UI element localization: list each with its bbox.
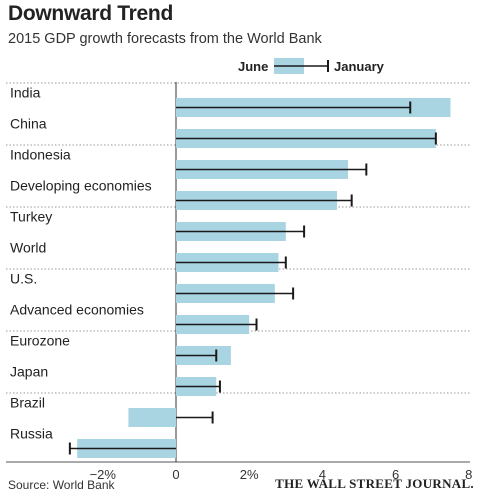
publisher-logo: THE WALL STREET JOURNAL. [275, 476, 474, 491]
june-bar [128, 408, 176, 427]
x-tick-label: −2% [90, 467, 117, 482]
x-tick-label: 0 [172, 467, 179, 482]
category-label: World [10, 240, 46, 256]
chart-subtitle: 2015 GDP growth forecasts from the World… [8, 31, 322, 47]
x-tick-label: 4 [319, 467, 326, 482]
x-tick-label: 2% [240, 467, 259, 482]
x-tick-label: 6 [392, 467, 399, 482]
category-label: Indonesia [10, 147, 71, 163]
category-label: Advanced economies [10, 302, 144, 318]
source-note: Source: World Bank [8, 478, 115, 492]
chart-title: Downward Trend [8, 2, 173, 25]
legend-label-june: June [238, 59, 268, 74]
category-label: Turkey [10, 209, 52, 225]
legend-label-january: January [334, 59, 385, 74]
category-label: Developing economies [10, 178, 152, 194]
category-label: U.S. [10, 271, 37, 287]
x-tick-label: 8 [465, 467, 472, 482]
category-label: Brazil [10, 395, 45, 411]
category-label: Russia [10, 426, 53, 442]
category-label: Japan [10, 364, 48, 380]
category-label: India [10, 85, 41, 101]
category-label: China [10, 116, 47, 132]
category-label: Eurozone [10, 333, 70, 349]
